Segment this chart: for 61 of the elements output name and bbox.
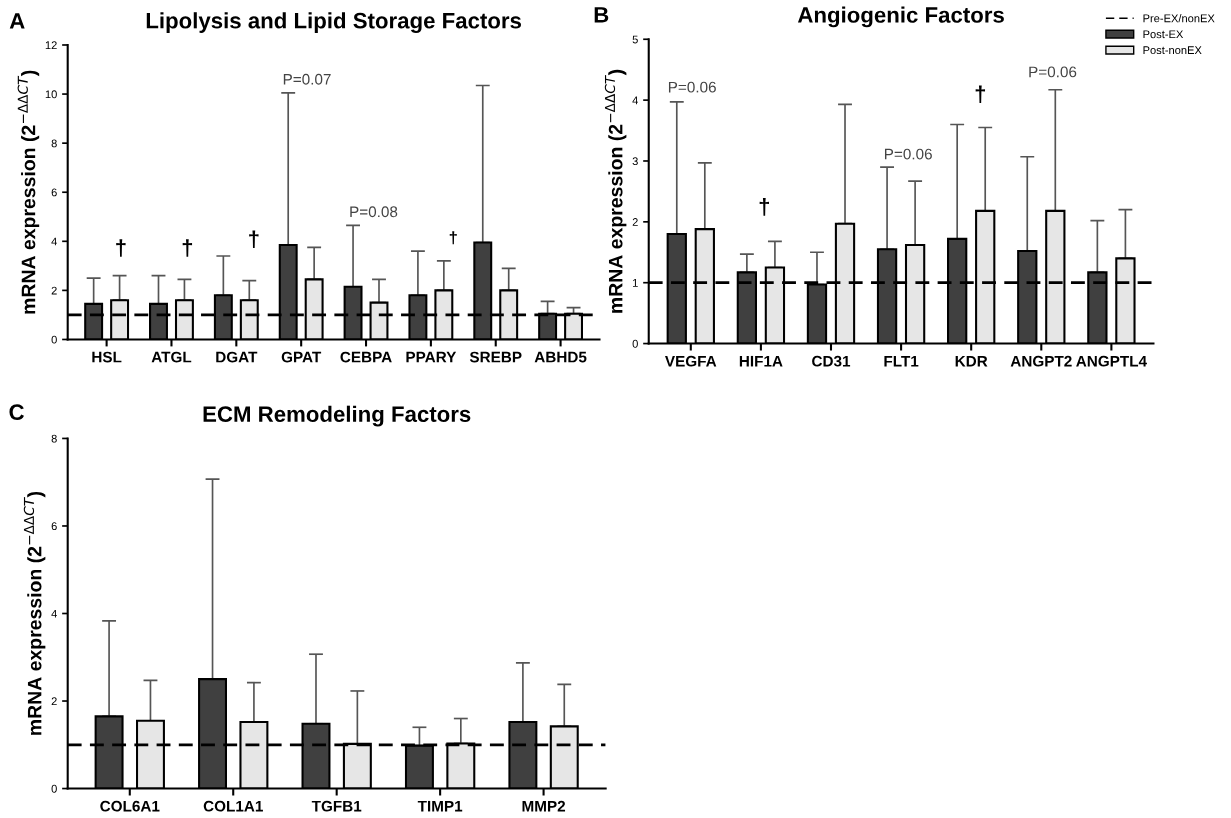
y-tick-label: 0	[632, 339, 638, 348]
annotation: †	[975, 85, 986, 104]
annotation: †	[249, 230, 259, 249]
annotation: †	[182, 239, 193, 257]
y-tick-label: 3	[632, 157, 638, 166]
y-tick-label: 2	[51, 286, 57, 295]
y-tick-label: 5	[632, 35, 638, 44]
x-tick-label: TIMP1	[417, 800, 463, 812]
x-tick-label: SREBP	[469, 351, 522, 363]
y-tick-label: 8	[51, 434, 57, 443]
x-tick-label: GPAT	[281, 351, 322, 363]
chart-title: ECM Remodeling Factors	[203, 405, 471, 427]
annotation: †	[759, 198, 770, 216]
y-tick-label: 1	[632, 279, 638, 287]
x-tick-label: PPARY	[406, 351, 457, 363]
y-tick-label: 0	[51, 784, 57, 793]
annotation: †	[116, 239, 126, 257]
y-tick-label: 6	[51, 522, 57, 531]
x-tick-label: KDR	[955, 355, 988, 367]
y-tick-label: 6	[51, 188, 57, 197]
annotation: †	[449, 231, 457, 245]
x-tick-label: DGAT	[216, 351, 258, 363]
text: C	[9, 404, 24, 421]
y-axis-title: mRNA expression (2$^{−ΔΔCT}$)	[604, 69, 627, 313]
annotation: P=0.06	[668, 81, 716, 93]
x-tick-label: CEBPA	[340, 351, 392, 363]
x-tick-label: MMP2	[522, 800, 566, 812]
y-tick-label: 12	[45, 41, 57, 50]
x-tick-label: FLT1	[884, 355, 919, 367]
x-tick-label: ABHD5	[534, 351, 587, 363]
x-tick-label: ANGPTL4	[1076, 355, 1147, 367]
y-tick-label: 0	[51, 335, 57, 344]
text: A	[9, 13, 25, 29]
annotation: P=0.06	[1029, 66, 1077, 78]
legend-label: Pre-EX/nonEX	[1143, 14, 1215, 23]
y-axis-title: mRNA expression (2$^{−ΔΔCT}$)	[17, 70, 40, 314]
y-axis-title: mRNA expression (2$^{−ΔΔCT}$)	[23, 491, 46, 735]
x-tick-label: VEGFA	[665, 355, 717, 367]
x-tick-label: TGFB1	[311, 800, 362, 812]
x-tick-label: COL1A1	[203, 800, 263, 812]
y-tick-label: 4	[51, 237, 57, 246]
y-tick-label: 2	[632, 218, 638, 226]
y-tick-label: 4	[51, 609, 57, 618]
y-tick-label: 10	[45, 90, 57, 99]
text: B	[594, 7, 609, 23]
chart-title: Angiogenic Factors	[797, 6, 1004, 28]
chart-title: Lipolysis and Lipid Storage Factors	[146, 12, 522, 34]
legend-label: Post-nonEX	[1143, 46, 1202, 55]
y-tick-label: 2	[51, 697, 57, 706]
annotation: P=0.07	[283, 73, 331, 85]
x-tick-label: ATGL	[151, 351, 192, 363]
x-tick-label: CD31	[812, 355, 851, 367]
x-tick-label: ANGPT2	[1010, 355, 1072, 367]
x-tick-label: HIF1A	[739, 355, 783, 367]
x-tick-label: HSL	[92, 351, 122, 363]
y-tick-label: 8	[51, 139, 57, 148]
legend-label: Post-EX	[1143, 30, 1184, 39]
y-tick-label: 4	[632, 96, 638, 105]
annotation: P=0.06	[884, 148, 932, 160]
x-tick-label: COL6A1	[100, 800, 160, 812]
annotation: P=0.08	[350, 206, 398, 218]
